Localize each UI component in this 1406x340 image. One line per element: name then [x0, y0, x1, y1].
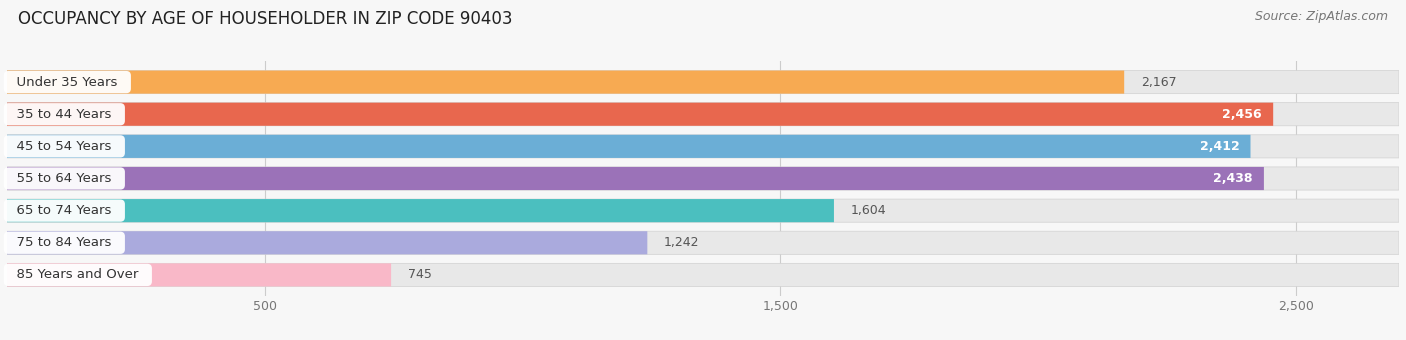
- FancyBboxPatch shape: [7, 264, 391, 287]
- Text: Under 35 Years: Under 35 Years: [8, 75, 127, 89]
- Text: 745: 745: [408, 268, 432, 282]
- FancyBboxPatch shape: [7, 199, 834, 222]
- FancyBboxPatch shape: [7, 231, 647, 254]
- FancyBboxPatch shape: [7, 70, 1125, 94]
- Text: 2,456: 2,456: [1222, 108, 1263, 121]
- Text: 65 to 74 Years: 65 to 74 Years: [8, 204, 121, 217]
- Text: 45 to 54 Years: 45 to 54 Years: [8, 140, 121, 153]
- FancyBboxPatch shape: [7, 199, 1399, 222]
- FancyBboxPatch shape: [7, 135, 1250, 158]
- FancyBboxPatch shape: [7, 231, 1399, 254]
- Text: 1,242: 1,242: [664, 236, 700, 249]
- FancyBboxPatch shape: [7, 135, 1399, 158]
- Text: 1,604: 1,604: [851, 204, 886, 217]
- Text: 75 to 84 Years: 75 to 84 Years: [8, 236, 121, 249]
- Text: 2,167: 2,167: [1140, 75, 1177, 89]
- Text: 35 to 44 Years: 35 to 44 Years: [8, 108, 121, 121]
- Text: 85 Years and Over: 85 Years and Over: [8, 268, 148, 282]
- Text: 2,438: 2,438: [1213, 172, 1253, 185]
- FancyBboxPatch shape: [7, 167, 1264, 190]
- Text: 55 to 64 Years: 55 to 64 Years: [8, 172, 121, 185]
- FancyBboxPatch shape: [7, 103, 1399, 126]
- FancyBboxPatch shape: [7, 264, 1399, 287]
- Text: Source: ZipAtlas.com: Source: ZipAtlas.com: [1254, 10, 1388, 23]
- Text: 2,412: 2,412: [1199, 140, 1239, 153]
- FancyBboxPatch shape: [7, 70, 1399, 94]
- FancyBboxPatch shape: [7, 103, 1274, 126]
- FancyBboxPatch shape: [7, 167, 1399, 190]
- Text: OCCUPANCY BY AGE OF HOUSEHOLDER IN ZIP CODE 90403: OCCUPANCY BY AGE OF HOUSEHOLDER IN ZIP C…: [18, 10, 513, 28]
